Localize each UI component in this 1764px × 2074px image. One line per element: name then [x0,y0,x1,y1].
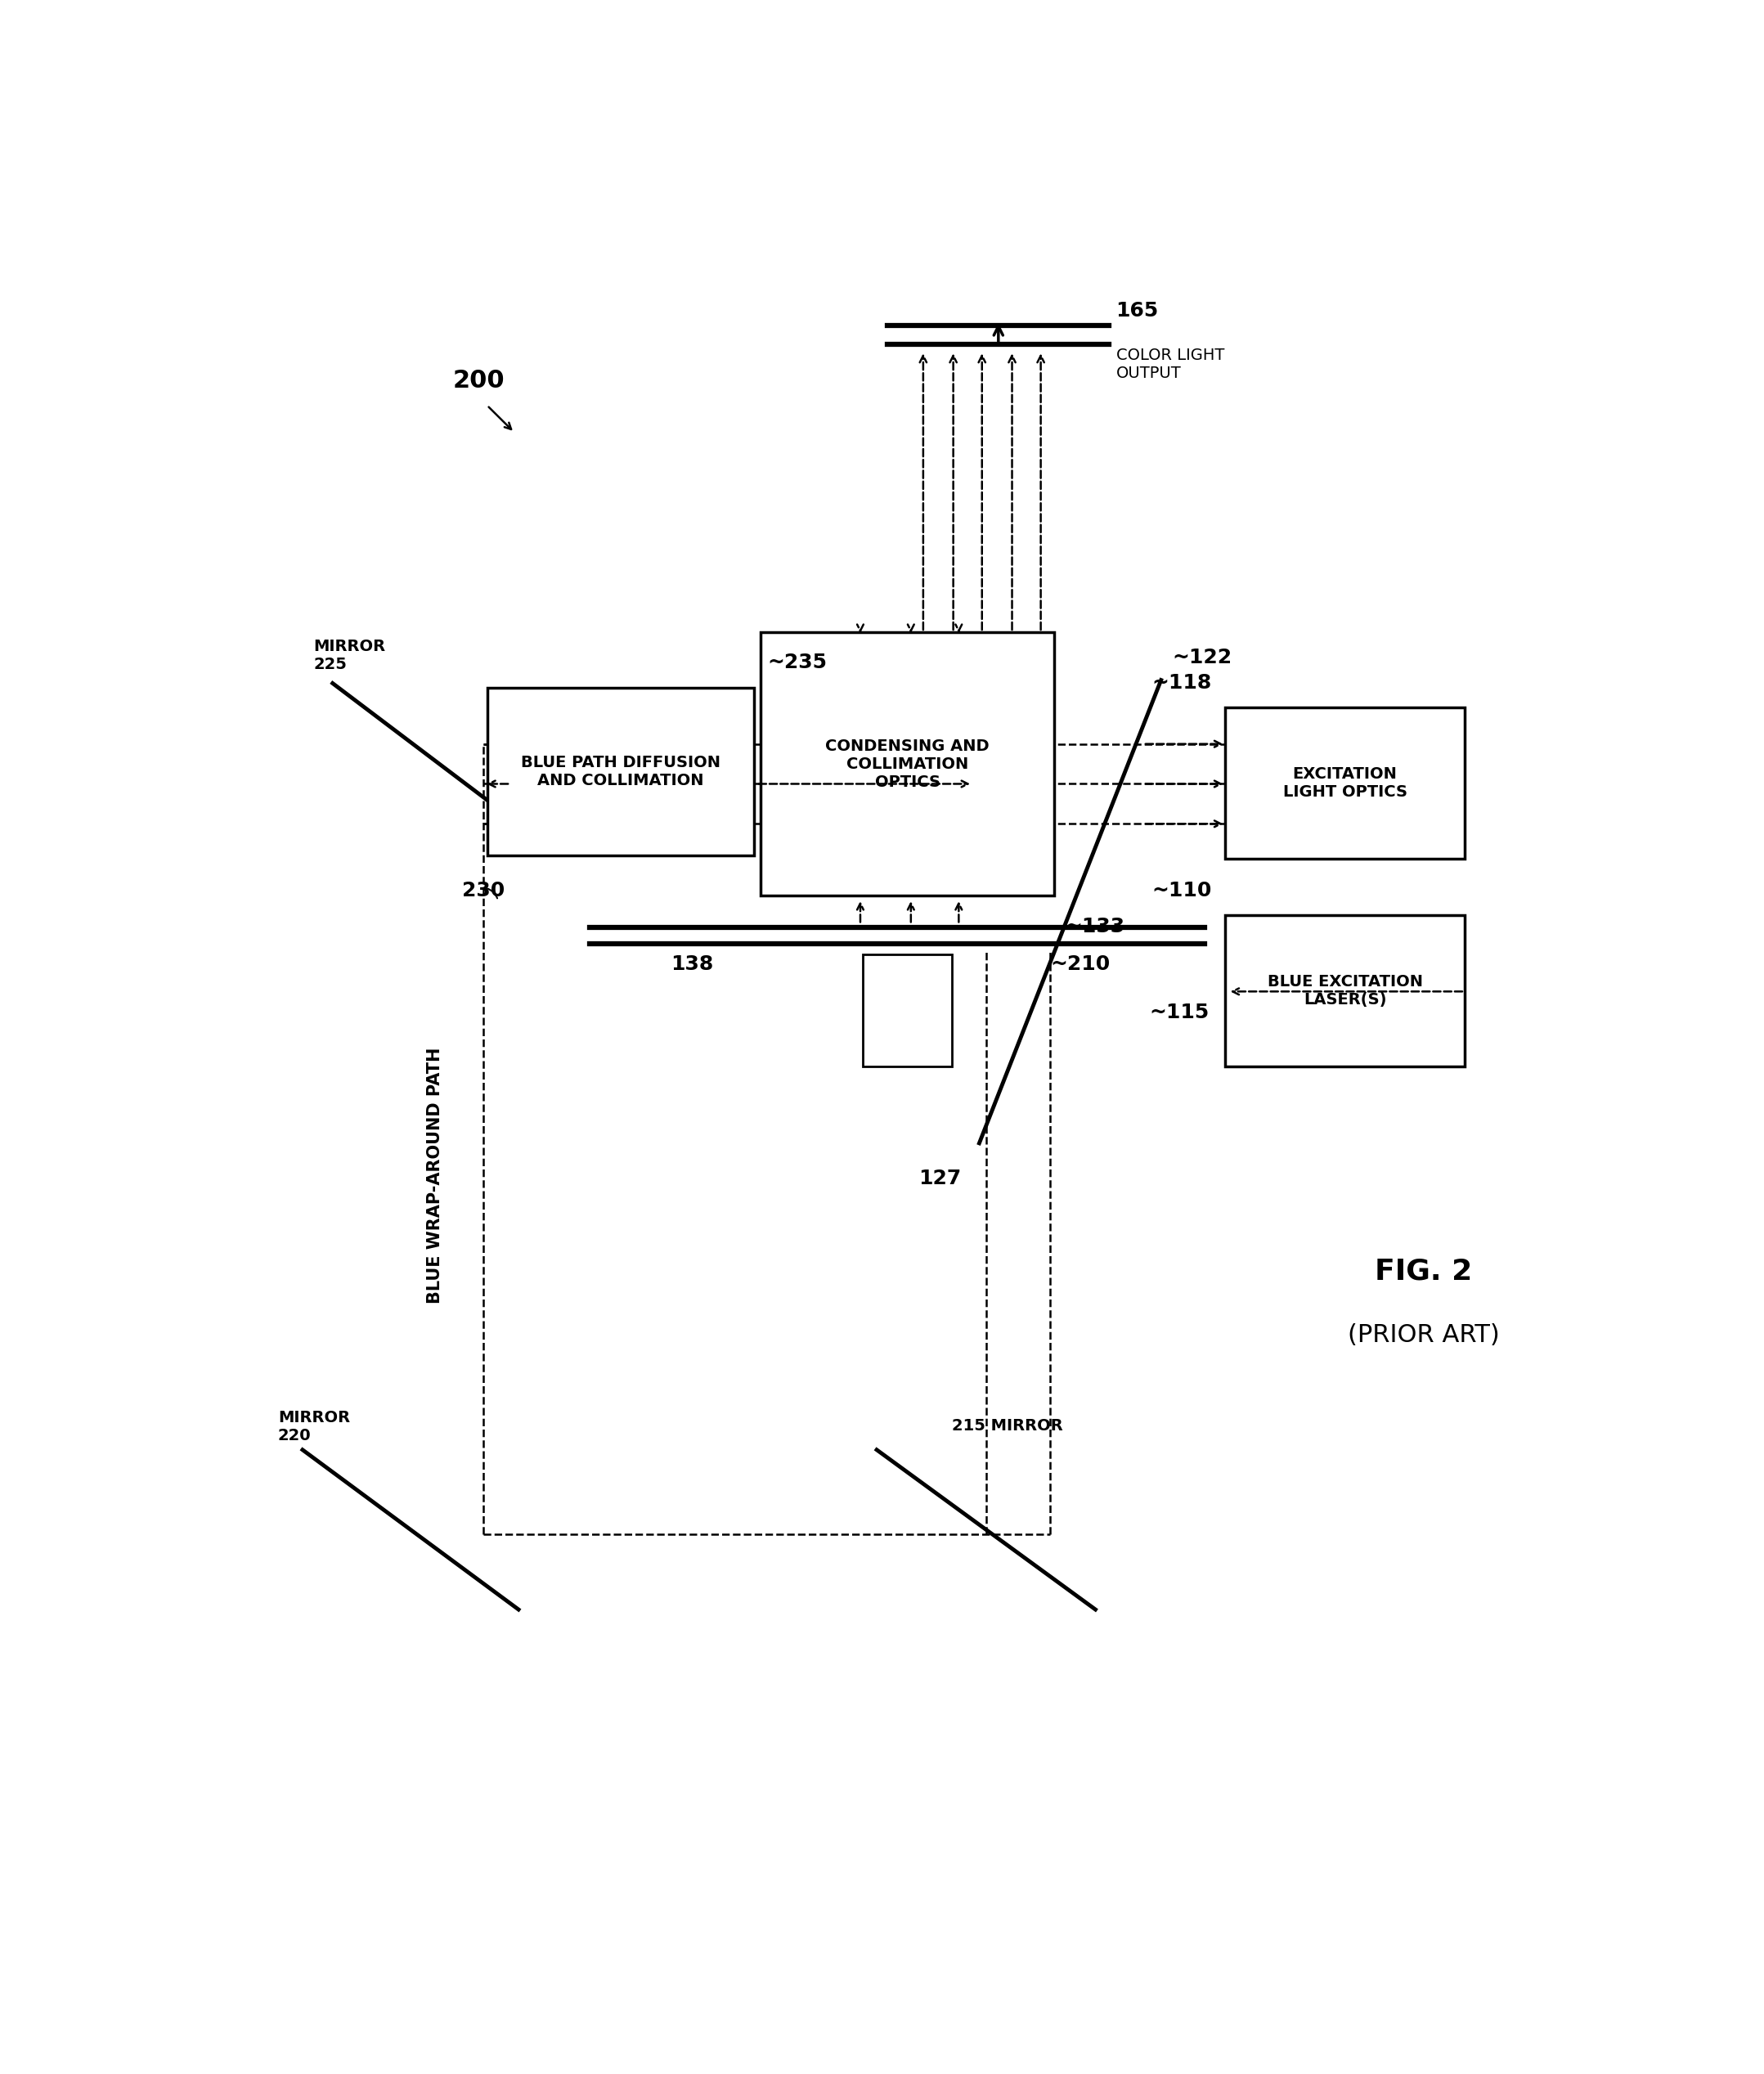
Bar [487,689,753,857]
Text: ~110: ~110 [1152,881,1212,900]
Text: ~118: ~118 [1152,674,1212,693]
Text: BLUE WRAP-AROUND PATH: BLUE WRAP-AROUND PATH [427,1047,443,1302]
Text: ~122: ~122 [1171,647,1231,668]
Text: 230: 230 [462,881,505,900]
Text: CONDENSING AND
COLLIMATION
OPTICS: CONDENSING AND COLLIMATION OPTICS [826,738,990,790]
Text: 138: 138 [670,954,713,975]
Text: MIRROR
220: MIRROR 220 [279,1410,349,1444]
Bar [1226,915,1464,1066]
Text: MIRROR
225: MIRROR 225 [314,639,386,672]
Text: (PRIOR ART): (PRIOR ART) [1348,1323,1499,1346]
Text: 127: 127 [919,1170,961,1188]
Text: EXCITATION
LIGHT OPTICS: EXCITATION LIGHT OPTICS [1282,765,1408,801]
Text: 165: 165 [1117,301,1159,321]
Text: ~133: ~133 [1065,917,1125,935]
Bar [1226,707,1464,859]
Text: BLUE EXCITATION
LASER(S): BLUE EXCITATION LASER(S) [1267,975,1422,1008]
Text: COLOR LIGHT
OUTPUT: COLOR LIGHT OUTPUT [1117,348,1224,382]
Bar [863,954,953,1066]
Text: BLUE PATH DIFFUSION
AND COLLIMATION: BLUE PATH DIFFUSION AND COLLIMATION [520,755,720,788]
Text: ~115: ~115 [1148,1002,1208,1022]
Text: FIG. 2: FIG. 2 [1374,1257,1473,1286]
Text: 200: 200 [453,369,505,392]
Text: ~210: ~210 [1050,954,1110,975]
Bar [760,633,1055,896]
Text: ~235: ~235 [767,653,827,672]
Text: 215 MIRROR: 215 MIRROR [953,1419,1064,1433]
